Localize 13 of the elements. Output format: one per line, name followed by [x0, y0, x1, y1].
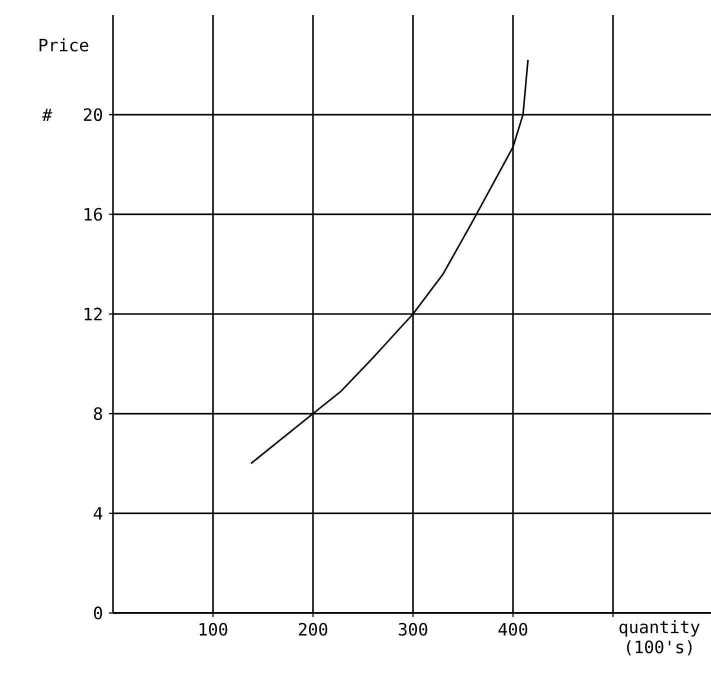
y-tick-label: 0: [94, 606, 102, 620]
y-tick-label: 8: [94, 407, 102, 420]
y-tick-label: 16: [84, 208, 102, 221]
x-tick-label: 100: [200, 622, 228, 636]
y-tick-label: 4: [94, 507, 102, 520]
x-tick-label: 200: [298, 622, 328, 636]
y-tick-label: 20: [84, 108, 102, 122]
x-tick-label: 300: [398, 622, 428, 636]
x-axis-title: quantity (100's): [620, 620, 700, 656]
y-tick-label: 12: [84, 308, 102, 320]
x-tick-label: 400: [498, 622, 528, 636]
text: #: [42, 108, 52, 121]
y-axis-title: Price: [40, 38, 88, 52]
